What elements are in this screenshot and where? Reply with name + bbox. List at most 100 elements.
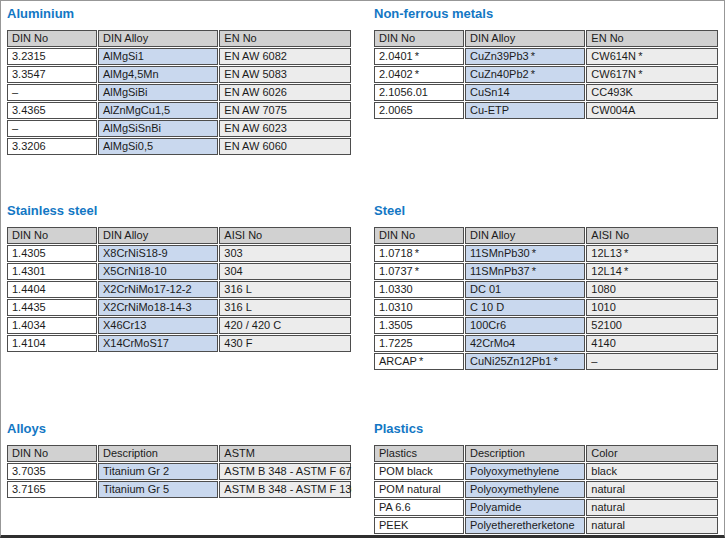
table-cell: 316 L — [219, 299, 351, 316]
section-title-stainless-steel: Stainless steel — [7, 203, 352, 218]
table-cell: 1080 — [586, 281, 718, 298]
table-cell: AlMgSi0,5 — [98, 138, 218, 155]
table-cell: – — [7, 120, 97, 137]
table-row: 3.7165Titanium Gr 5ASTM B 348 - ASTM F 1… — [7, 481, 351, 498]
document-page: Aluminium DIN NoDIN AlloyEN No3.2315AlMg… — [0, 0, 725, 538]
header-row: DIN NoDIN AlloyEN No — [374, 30, 718, 47]
table-row: 1.0737 *11SMnPb37 *12L14 * — [374, 263, 718, 280]
column-header: Plastics — [374, 445, 464, 462]
table-cell: 11SMnPb37 * — [465, 263, 585, 280]
aluminium-table: DIN NoDIN AlloyEN No3.2315AlMgSi1EN AW 6… — [6, 29, 352, 156]
table-cell: 52100 — [586, 317, 718, 334]
table-row: 3.7035Titanium Gr 2ASTM B 348 - ASTM F 6… — [7, 463, 351, 480]
column-header: DIN No — [374, 30, 464, 47]
table-cell: X5CrNi18-10 — [98, 263, 218, 280]
table-cell: Titanium Gr 5 — [98, 481, 218, 498]
section-title-steel: Steel — [374, 203, 719, 218]
table-cell: ARCAP * — [374, 353, 464, 370]
table-cell: 1010 — [586, 299, 718, 316]
table-cell: 3.2315 — [7, 48, 97, 65]
table-cell: 100Cr6 — [465, 317, 585, 334]
table-cell: 1.4305 — [7, 245, 97, 262]
table-cell: X46Cr13 — [98, 317, 218, 334]
table-cell: 2.0401 * — [374, 48, 464, 65]
table-cell: PEEK — [374, 517, 464, 534]
column-header: Description — [465, 445, 585, 462]
table-cell: ASTM B 348 - ASTM F 67 — [219, 463, 351, 480]
table-row: 2.0402 *CuZn40Pb2 *CW617N * — [374, 66, 718, 83]
table-cell: 420 / 420 C — [219, 317, 351, 334]
table-cell: EN AW 6026 — [219, 84, 351, 101]
table-row: 1.4034X46Cr13420 / 420 C — [7, 317, 351, 334]
steel-table: DIN NoDIN AlloyAISI No1.0718 *11SMnPb30 … — [373, 226, 719, 371]
stainless-steel-table: DIN NoDIN AlloyAISI No1.4305X8CrNiS18-93… — [6, 226, 352, 353]
table-cell: AlZnMgCu1,5 — [98, 102, 218, 119]
table-cell: EN AW 7075 — [219, 102, 351, 119]
table-cell: CW004A — [586, 102, 718, 119]
table-row: POM naturalPolyoxymethylenenatural — [374, 481, 718, 498]
table-cell: – — [586, 353, 718, 370]
table-row: PA 6.6Polyamidenatural — [374, 499, 718, 516]
table-cell: CuZn40Pb2 * — [465, 66, 585, 83]
page-content: Aluminium DIN NoDIN AlloyEN No3.2315AlMg… — [1, 1, 724, 535]
table-cell: 2.0065 — [374, 102, 464, 119]
table-cell: 3.3206 — [7, 138, 97, 155]
table-row: 1.0310C 10 D1010 — [374, 299, 718, 316]
table-cell: Cu-ETP — [465, 102, 585, 119]
column-header: ASTM — [219, 445, 351, 462]
table-row: 1.4305X8CrNiS18-9303 — [7, 245, 351, 262]
table-cell: CuSn14 — [465, 84, 585, 101]
table-cell: 3.4365 — [7, 102, 97, 119]
table-cell: 1.0310 — [374, 299, 464, 316]
table-cell: 1.0737 * — [374, 263, 464, 280]
table-row: 2.0065Cu-ETPCW004A — [374, 102, 718, 119]
header-row: PlasticsDescriptionColor — [374, 445, 718, 462]
table-cell: 304 — [219, 263, 351, 280]
table-cell: 11SMnPb30 * — [465, 245, 585, 262]
section-stainless-steel: Stainless steel DIN NoDIN AlloyAISI No1.… — [6, 203, 352, 421]
section-title-plastics: Plastics — [374, 421, 719, 436]
plastics-table: PlasticsDescriptionColorPOM blackPolyoxy… — [373, 444, 719, 535]
table-cell: 1.0718 * — [374, 245, 464, 262]
table-cell: C 10 D — [465, 299, 585, 316]
column-header: AISI No — [219, 227, 351, 244]
table-row: 2.1056.01CuSn14CC493K — [374, 84, 718, 101]
column-header: EN No — [586, 30, 718, 47]
table-row: 3.3206AlMgSi0,5EN AW 6060 — [7, 138, 351, 155]
table-row: 1.0718 *11SMnPb30 *12L13 * — [374, 245, 718, 262]
table-cell: Polyoxymethylene — [465, 463, 585, 480]
table-cell: X2CrNiMo18-14-3 — [98, 299, 218, 316]
table-cell: 3.7035 — [7, 463, 97, 480]
table-cell: POM black — [374, 463, 464, 480]
table-cell: 12L14 * — [586, 263, 718, 280]
table-cell: 1.4301 — [7, 263, 97, 280]
section-non-ferrous-metals: Non-ferrous metals DIN NoDIN AlloyEN No2… — [373, 6, 719, 203]
table-cell: 1.3505 — [374, 317, 464, 334]
header-row: DIN NoDIN AlloyAISI No — [7, 227, 351, 244]
table-cell: X2CrNiMo17-12-2 — [98, 281, 218, 298]
table-row: 1.4404X2CrNiMo17-12-2316 L — [7, 281, 351, 298]
column-header: DIN Alloy — [98, 227, 218, 244]
table-cell: 303 — [219, 245, 351, 262]
table-cell: Polyamide — [465, 499, 585, 516]
table-row: POM blackPolyoxymethyleneblack — [374, 463, 718, 480]
table-row: 3.4365AlZnMgCu1,5EN AW 7075 — [7, 102, 351, 119]
table-cell: black — [586, 463, 718, 480]
table-cell: EN AW 5083 — [219, 66, 351, 83]
table-cell: 1.0330 — [374, 281, 464, 298]
section-title-alloys: Alloys — [7, 421, 352, 436]
table-cell: CuZn39Pb3 * — [465, 48, 585, 65]
table-row: 1.3505100Cr652100 — [374, 317, 718, 334]
table-cell: AlMg4,5Mn — [98, 66, 218, 83]
table-cell: 430 F — [219, 335, 351, 352]
section-plastics: Plastics PlasticsDescriptionColorPOM bla… — [373, 421, 719, 535]
column-header: DIN No — [7, 30, 97, 47]
table-cell: 316 L — [219, 281, 351, 298]
table-row: –AlMgSiSnBiEN AW 6023 — [7, 120, 351, 137]
table-cell: CW614N * — [586, 48, 718, 65]
alloys-table: DIN NoDescriptionASTM3.7035Titanium Gr 2… — [6, 444, 352, 499]
section-aluminium: Aluminium DIN NoDIN AlloyEN No3.2315AlMg… — [6, 6, 352, 203]
table-cell: CC493K — [586, 84, 718, 101]
table-cell: 4140 — [586, 335, 718, 352]
table-row: 1.0330DC 011080 — [374, 281, 718, 298]
